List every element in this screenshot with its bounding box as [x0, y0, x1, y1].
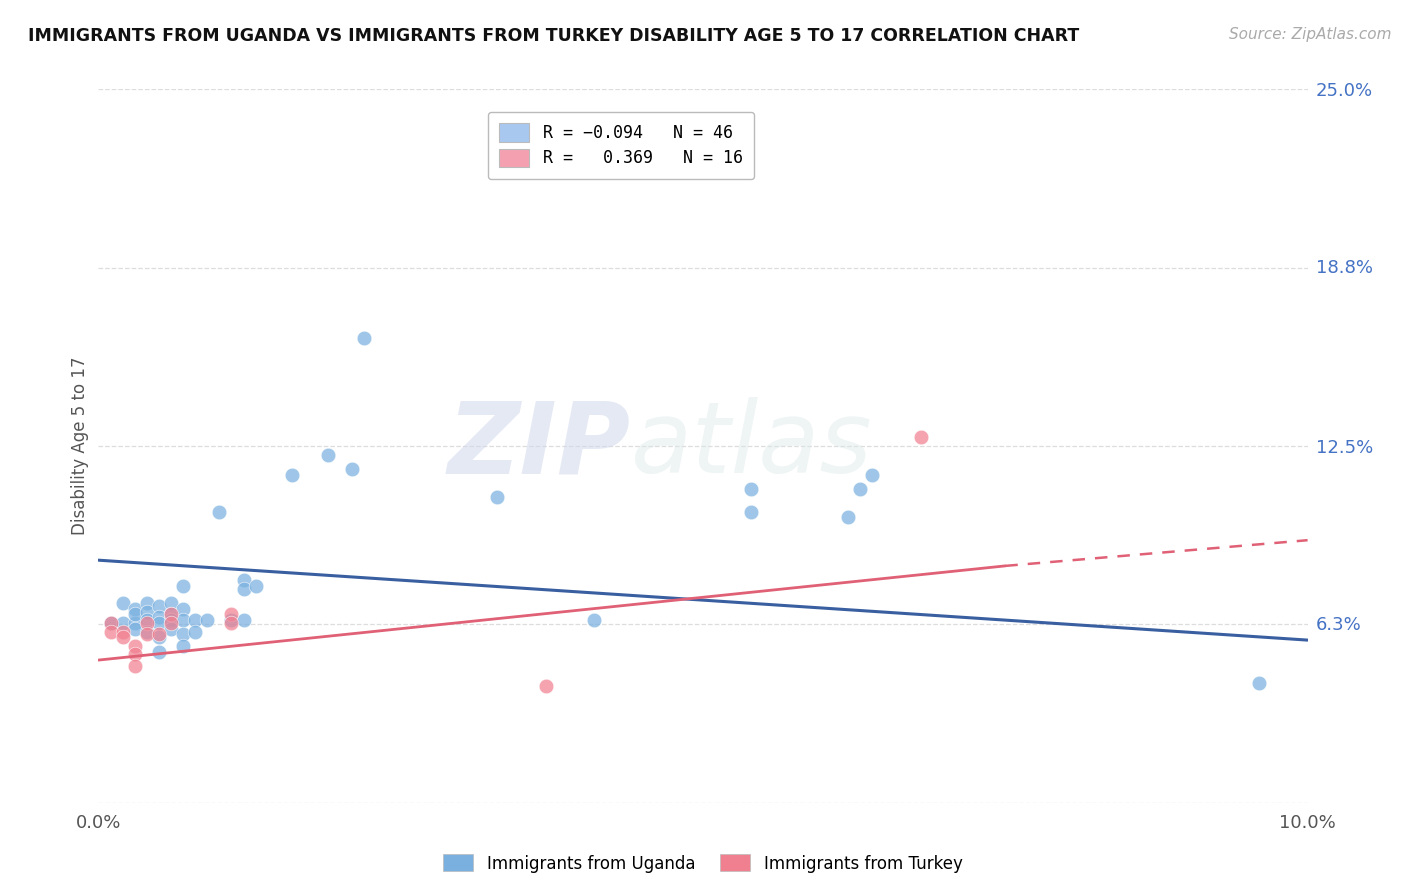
Point: [160, 607, 183, 622]
Point: [160, 615, 183, 630]
Point: [583, 613, 606, 627]
Point: [221, 613, 243, 627]
Point: [111, 630, 134, 644]
Text: Source: ZipAtlas.com: Source: ZipAtlas.com: [1229, 27, 1392, 42]
Point: [316, 448, 339, 462]
Point: [172, 579, 194, 593]
Point: [124, 622, 146, 636]
Point: [124, 648, 146, 662]
Point: [534, 679, 557, 693]
Point: [184, 624, 207, 639]
Text: atlas: atlas: [630, 398, 872, 494]
Point: [221, 607, 243, 622]
Point: [111, 615, 134, 630]
Text: ZIP: ZIP: [447, 398, 630, 494]
Point: [184, 613, 207, 627]
Legend: R = −0.094   N = 46, R =   0.369   N = 16: R = −0.094 N = 46, R = 0.369 N = 16: [488, 112, 754, 179]
Point: [135, 596, 157, 610]
Point: [486, 491, 509, 505]
Point: [208, 505, 231, 519]
Point: [124, 607, 146, 622]
Point: [860, 467, 883, 482]
Point: [135, 605, 157, 619]
Point: [160, 596, 183, 610]
Point: [1249, 676, 1271, 690]
Point: [124, 639, 146, 653]
Point: [160, 607, 183, 622]
Point: [148, 630, 170, 644]
Point: [195, 613, 218, 627]
Point: [148, 610, 170, 624]
Point: [281, 467, 304, 482]
Point: [100, 615, 122, 630]
Point: [124, 601, 146, 615]
Legend: Immigrants from Uganda, Immigrants from Turkey: Immigrants from Uganda, Immigrants from …: [437, 847, 969, 880]
Point: [135, 613, 157, 627]
Point: [172, 627, 194, 641]
Point: [148, 615, 170, 630]
Point: [910, 430, 932, 444]
Point: [232, 573, 254, 587]
Point: [124, 658, 146, 673]
Point: [111, 624, 134, 639]
Point: [740, 482, 762, 496]
Point: [135, 627, 157, 641]
Y-axis label: Disability Age 5 to 17: Disability Age 5 to 17: [70, 357, 89, 535]
Point: [124, 615, 146, 630]
Point: [148, 627, 170, 641]
Point: [353, 330, 375, 344]
Point: [172, 613, 194, 627]
Point: [172, 639, 194, 653]
Point: [148, 644, 170, 658]
Point: [172, 601, 194, 615]
Point: [740, 505, 762, 519]
Point: [221, 615, 243, 630]
Point: [849, 482, 872, 496]
Point: [160, 613, 183, 627]
Point: [232, 582, 254, 596]
Text: IMMIGRANTS FROM UGANDA VS IMMIGRANTS FROM TURKEY DISABILITY AGE 5 TO 17 CORRELAT: IMMIGRANTS FROM UGANDA VS IMMIGRANTS FRO…: [28, 27, 1080, 45]
Point: [135, 615, 157, 630]
Point: [160, 622, 183, 636]
Point: [232, 613, 254, 627]
Point: [100, 615, 122, 630]
Point: [111, 596, 134, 610]
Point: [342, 462, 364, 476]
Point: [148, 599, 170, 613]
Point: [135, 624, 157, 639]
Point: [837, 510, 859, 524]
Point: [100, 624, 122, 639]
Point: [245, 579, 267, 593]
